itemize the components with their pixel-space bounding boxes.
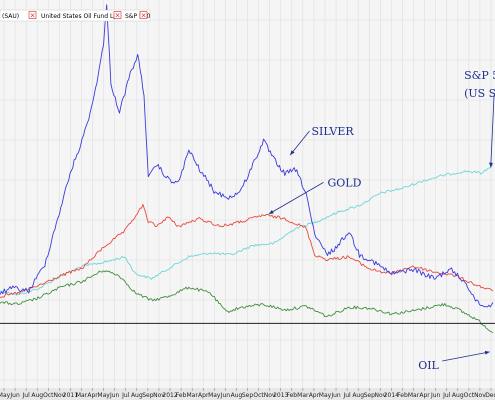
- x-tick-label: Jul: [442, 392, 451, 399]
- series-layer: [0, 4, 494, 334]
- x-tick-label: Mar: [186, 392, 198, 399]
- annotation-us-sto: (US STO: [464, 87, 495, 100]
- annotations: SILVER GOLD S&P 50 (US STO OIL: [268, 69, 495, 372]
- annotation-gold: GOLD: [328, 176, 362, 189]
- x-tick-label: Aug: [231, 392, 243, 399]
- x-tick-label: Jul: [342, 392, 351, 399]
- annotation-arrow: [289, 130, 310, 156]
- annotation-s-p-50: S&P 50: [464, 69, 495, 82]
- x-tick-label: 2014: [384, 392, 399, 399]
- x-tick-label: Feb: [397, 392, 408, 399]
- arrowhead-icon: [290, 150, 295, 156]
- x-tick-label: May: [97, 392, 110, 399]
- x-axis-bar: [0, 388, 495, 400]
- x-tick-label: Apr: [419, 392, 430, 399]
- arrowhead-icon: [268, 209, 274, 214]
- x-tick-label: 2011: [63, 392, 78, 399]
- arrowhead-icon: [484, 350, 490, 355]
- x-tick-label: Apr: [309, 392, 320, 399]
- x-tick-label: Sep: [242, 392, 254, 399]
- x-tick-label: Feb: [286, 392, 297, 399]
- x-tick-label: Aug: [352, 392, 364, 399]
- x-tick-label: Feb: [176, 392, 187, 399]
- x-tick-label: Nov: [53, 392, 65, 399]
- x-tick-label: Aug: [31, 392, 43, 399]
- x-tick-label: May: [208, 392, 221, 399]
- x-tick-label: Dec: [485, 392, 495, 399]
- legend-item-oil[interactable]: United States Oil Fund Lp ×: [41, 11, 122, 21]
- x-tick-label: Aug: [452, 392, 464, 399]
- legend-label-sp500: S&P 500: [125, 13, 151, 20]
- x-tick-label: Oct: [464, 392, 475, 399]
- x-tick-label: Mar: [76, 392, 88, 399]
- x-tick-label: May: [0, 392, 11, 399]
- legend-item-gold[interactable]: (SAU) ×: [2, 11, 37, 21]
- close-icon: ×: [141, 12, 147, 20]
- x-tick-label: Jun: [430, 392, 441, 399]
- legend-background: [0, 9, 151, 22]
- annotation-arrow: [442, 351, 490, 362]
- x-tick-label: Mar: [408, 392, 420, 399]
- arrowhead-icon: [488, 162, 493, 168]
- x-tick-label: Apr: [87, 392, 98, 399]
- x-tick-label: Sep: [142, 392, 154, 399]
- x-tick-label: Jul: [22, 392, 31, 399]
- x-tick-label: May: [319, 392, 332, 399]
- series-line-gold: [0, 203, 494, 299]
- x-tick-label: Aug: [131, 392, 143, 399]
- x-tick-label: Nov: [264, 392, 276, 399]
- legend-close-gold-button[interactable]: [28, 11, 37, 19]
- x-tick-label: Mar: [297, 392, 309, 399]
- legend-item-sp500[interactable]: S&P 500 ×: [125, 11, 151, 21]
- x-tick-label: Jun: [109, 392, 120, 399]
- x-tick-label: Jun: [9, 392, 20, 399]
- annotation-oil: OIL: [418, 359, 439, 372]
- annotation-arrow: [268, 182, 324, 215]
- legend-close-oil-button[interactable]: [113, 11, 122, 19]
- x-tick-label: Nov: [374, 392, 386, 399]
- x-tick-label: Jul: [121, 392, 130, 399]
- x-tick-label: Sep: [364, 392, 376, 399]
- close-icon: ×: [30, 12, 36, 20]
- x-tick-label: 2013: [273, 392, 288, 399]
- x-tick-label: Jun: [220, 392, 231, 399]
- series-line-oil: [0, 270, 494, 334]
- annotation-silver: SILVER: [312, 125, 355, 138]
- series-line-silver: [0, 4, 494, 308]
- x-tick-label: Nov: [153, 392, 165, 399]
- x-tick-label: Oct: [43, 392, 54, 399]
- close-icon: ×: [115, 12, 121, 20]
- series-line-s-p-500: [0, 164, 494, 296]
- x-tick-label: 2012: [162, 392, 177, 399]
- x-tick-label: Oct: [253, 392, 264, 399]
- x-tick-label: Nov: [474, 392, 486, 399]
- legend: (SAU) × United States Oil Fund Lp × S&P …: [0, 9, 151, 22]
- legend-label-oil: United States Oil Fund Lp: [41, 13, 117, 20]
- annotation-arrow: [490, 94, 495, 168]
- legend-close-sp500-button[interactable]: [139, 11, 148, 19]
- legend-label-gold: (SAU): [2, 13, 19, 20]
- x-tick-label: Jun: [330, 392, 341, 399]
- x-tick-label: Apr: [198, 392, 209, 399]
